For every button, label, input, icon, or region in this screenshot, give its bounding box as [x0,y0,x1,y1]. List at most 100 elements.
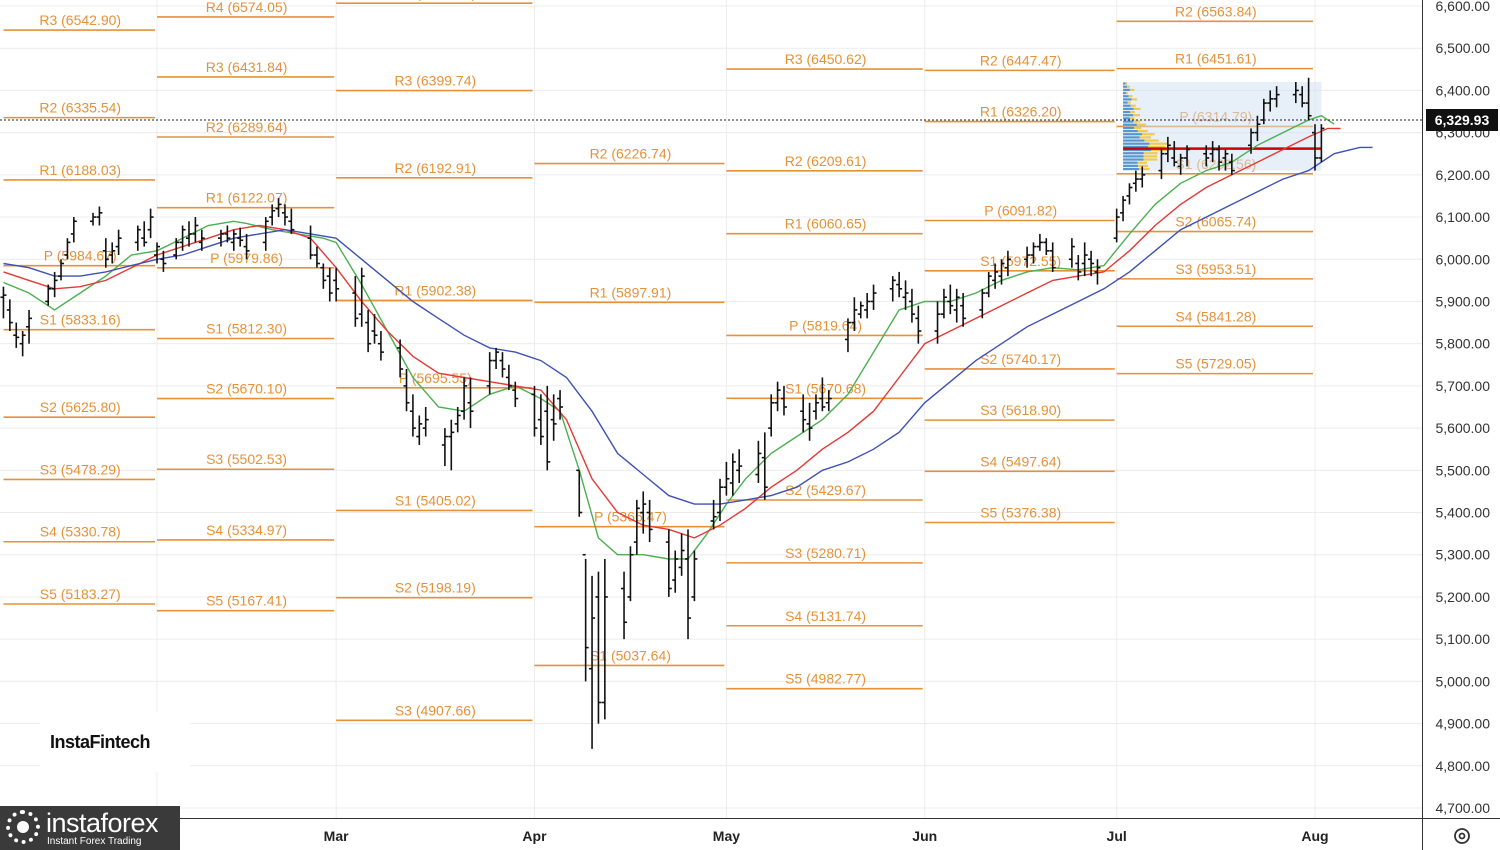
volume-row-yellow [1133,126,1142,129]
ohlc-bar [665,529,672,597]
price-tick-label: 6,500.00 [1436,40,1491,56]
ohlc-bar [589,575,596,749]
pivot-label: R3 (6542.90) [39,12,121,28]
pivot-label: R2 (6192.91) [394,160,476,176]
ohlc-bar [646,499,653,543]
ohlc-bar [621,571,628,640]
pivot-label: S3 (5618.90) [980,402,1061,418]
ohlc-bar [774,381,781,412]
ohlc-bar [1228,153,1235,175]
price-tick-label: 5,000.00 [1436,673,1491,689]
pivot-label: S2 (6065.74) [1175,214,1256,230]
ohlc-bar [90,212,97,226]
volume-row-yellow [1130,104,1136,107]
pivot-label: R3 (6431.84) [206,59,288,75]
volume-row-yellow [1136,123,1147,126]
ohlc-bar [1024,246,1031,268]
ohlc-bar [320,263,327,289]
ohlc-bar [1158,149,1165,180]
ohlc-bar [365,309,372,353]
ohlc-bar [672,550,679,593]
ohlc-bar [467,377,474,429]
volume-row-yellow [1125,91,1128,95]
ohlc-bar [192,217,199,243]
pivot-label: R1 (6326.20) [980,104,1062,120]
pivot-label: R1 (6451.61) [1175,51,1257,67]
ohlc-bar [595,571,602,724]
pivot-label: R1 (6188.03) [39,162,121,178]
ohlc-bar [915,305,922,344]
ohlc-bar [179,225,186,251]
settings-gear-icon[interactable] [1452,826,1472,846]
pivot-label: S2 (5740.17) [980,351,1061,367]
ohlc-bar [1184,145,1191,167]
ohlc-bar [1171,141,1178,167]
ohlc-bar [237,227,244,247]
pivot-label: S4 (5497.64) [980,453,1061,469]
ohlc-bar [710,499,717,530]
volume-row-blue [1123,126,1134,129]
ohlc-bar [761,432,768,500]
ohlc-bar [979,288,986,319]
volume-row-yellow [1149,142,1167,145]
ohlc-bar [723,461,730,496]
pivot-label: S1 (5833.16) [40,312,121,328]
ohlc-bar [640,491,647,534]
ohlc-bar [780,385,787,416]
price-tick-label: 6,000.00 [1436,251,1491,267]
ohlc-bar [0,286,7,319]
volume-row-yellow [1143,152,1158,155]
ohlc-bar [19,331,26,357]
ohlc-bar [601,558,608,720]
ohlc-bar [307,225,314,260]
ohlc-bar [1216,145,1223,171]
ohlc-bar [812,394,819,420]
ohlc-bar [269,204,276,226]
ohlc-bar [1043,238,1050,256]
ohlc-bar [313,246,320,268]
ohlc-bar [397,339,404,378]
pivot-label: S4 (5841.28) [1175,308,1256,324]
volume-row-blue [1123,107,1134,110]
ohlc-bar [160,250,167,272]
volume-row-blue [1123,91,1126,95]
volume-row-yellow [1148,145,1165,148]
ohlc-bar [409,394,416,437]
ohlc-bar [755,440,762,483]
pivot-label: R4 (6574.05) [206,0,288,15]
pivot-label: R1 (6122.07) [206,190,288,206]
ohlc-bar [45,284,52,306]
ohlc-bar [288,208,295,234]
volume-row-yellow [1141,133,1155,136]
price-tick-label: 5,900.00 [1436,293,1491,309]
ohlc-bar [486,352,493,395]
time-axis[interactable]: FebMarAprMayJunJulAug [0,818,1500,850]
current-price-tag [1426,108,1498,131]
pivot-label: S3 (5280.71) [785,545,866,561]
ohlc-bar [550,394,557,441]
volume-row-blue [1123,133,1142,136]
volume-row-blue [1123,142,1150,145]
ohlc-bar [953,288,960,323]
pivot-label: S5 (5167.41) [206,593,287,609]
volume-row-blue [1123,95,1129,98]
volume-row-blue [1123,161,1138,164]
price-tick-label: 5,300.00 [1436,547,1491,563]
volume-row-blue [1123,123,1137,126]
ohlc-bar [1312,124,1318,171]
ohlc-bar [51,271,58,298]
volume-row-yellow [1125,82,1128,85]
ohlc-bar [992,263,999,289]
ohlc-bar [1164,136,1171,163]
ohlc-bar [960,293,967,327]
price-tick-label: 5,200.00 [1436,589,1491,605]
ohlc-bar [1177,153,1184,175]
pivot-label: P (6091.82) [984,203,1057,219]
ohlc-bar [1049,242,1056,272]
volume-row-yellow [1133,107,1141,110]
ohlc-bar [1292,81,1299,104]
ohlc-bar [64,238,71,260]
ohlc-bar [70,217,77,243]
ohlc-bar [531,385,538,437]
